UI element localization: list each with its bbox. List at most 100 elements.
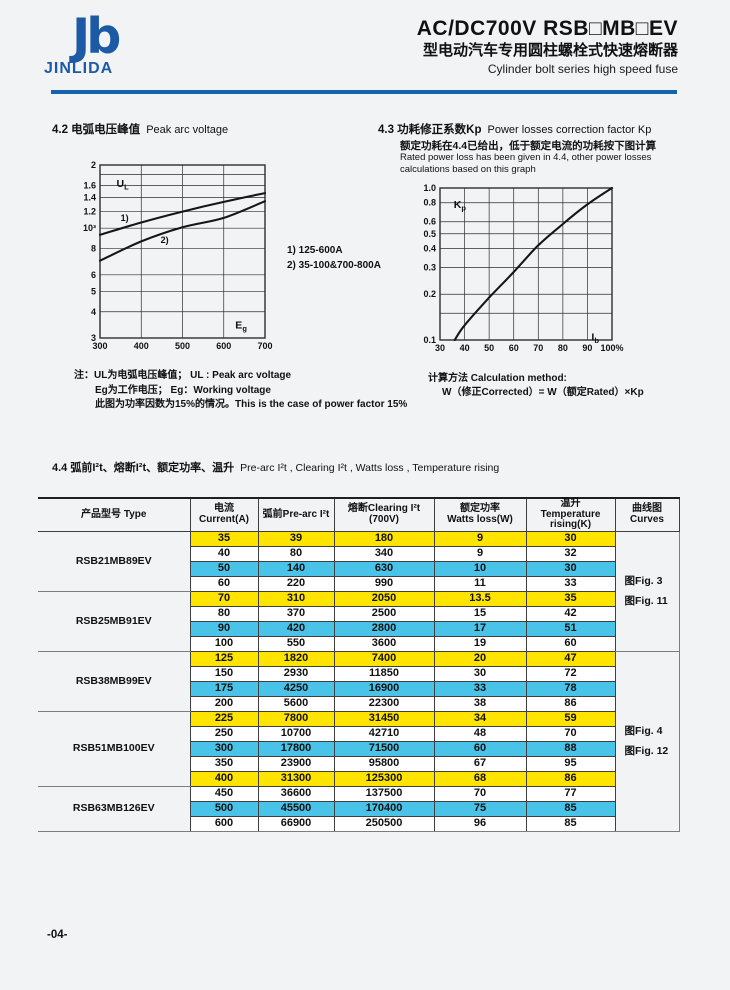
section-4-3-heading-en: Power losses correction factor Kp — [487, 124, 652, 136]
figure-reference: 图Fig. 12 — [624, 745, 669, 757]
table-cell: 60 — [525, 635, 616, 652]
svg-text:2: 2 — [91, 160, 96, 170]
table-cell: 35 — [189, 530, 259, 547]
table-cell: 10700 — [257, 725, 335, 742]
legend-line-2: 2) 35-100&700-800A — [287, 260, 381, 271]
table-row: RSB63MB126EV 450 36600 137500 70 77 — [38, 785, 679, 832]
curves-cell: 图Fig. 4 图Fig. 12 — [614, 650, 680, 832]
table-cell: 85 — [525, 800, 616, 817]
table-cell: 60 — [189, 575, 259, 592]
table-cell: 125300 — [333, 770, 435, 787]
table-cell: 30 — [433, 665, 527, 682]
svg-text:600: 600 — [216, 341, 231, 351]
table-cell: 86 — [525, 695, 616, 712]
table-row: RSB25MB91EV 70 310 2050 13.5 35 — [38, 590, 679, 652]
svg-text:Ib: Ib — [591, 331, 599, 345]
svg-text:5: 5 — [91, 286, 96, 296]
table-row: 500 45500 170400 75 85 — [38, 800, 679, 817]
logo-monogram: Jb — [69, 8, 119, 64]
table-cell: 67 — [433, 755, 527, 772]
peak-arc-voltage-chart: 300 400 500 600 700 2 1.6 1.4 1.2 10³ 8 6 5 4 3 1) 2) UL E… — [66, 159, 273, 360]
note-line-3: 此图为功率因数为15%的情况。This is the case of power… — [95, 399, 408, 410]
type-cell: RSB51MB100EV — [38, 710, 191, 787]
table-cell: 600 — [189, 815, 259, 832]
table-cell: 47 — [525, 650, 616, 667]
table-cell: 75 — [433, 800, 527, 817]
svg-text:1.4: 1.4 — [83, 193, 96, 203]
table-row: RSB21MB89EV 35 39 180 9 30 图Fig. 3 图Fig. 11 — [38, 530, 680, 652]
table-cell: 220 — [257, 575, 335, 592]
table-cell: 36600 — [257, 785, 335, 802]
table-cell: 7800 — [257, 710, 335, 727]
table-cell: 310 — [257, 590, 335, 607]
svg-text:80: 80 — [558, 343, 568, 353]
svg-text:60: 60 — [509, 343, 519, 353]
table-cell: 250500 — [333, 815, 435, 832]
table-row: 175 4250 16900 33 78 — [38, 680, 679, 697]
table-cell: 5600 — [257, 695, 335, 712]
logo-name: JINLIDA — [44, 60, 114, 77]
figure-reference: 图Fig. 3 — [624, 575, 663, 587]
table-cell: 17 — [433, 620, 527, 637]
table-cell: 88 — [525, 740, 616, 757]
note-line-1: 注：UL为电弧电压峰值； UL : Peak arc voltage — [74, 370, 292, 381]
svg-text:1.0: 1.0 — [423, 183, 436, 193]
svg-text:0.2: 0.2 — [423, 289, 436, 299]
section-4-2-heading: 4.2 电弧电压峰值 Peak arc voltage — [52, 121, 228, 137]
table-cell: 150 — [189, 665, 259, 682]
section-4-4-heading-zh: 4.4 弧前I²t、熔断I²t、额定功率、温升 — [52, 462, 235, 474]
table-row: 80 370 2500 15 42 — [38, 605, 679, 622]
table-cell: 10 — [433, 560, 527, 577]
column-header: 熔断Clearing I²t (700V) — [333, 497, 435, 532]
svg-text:300: 300 — [92, 341, 107, 351]
type-cell: RSB21MB89EV — [38, 530, 191, 592]
figure-reference: 图Fig. 4 — [624, 725, 663, 737]
calculation-method: 计算方法 Calculation method: W（修正Corrected）=… — [428, 372, 644, 400]
table-cell: 225 — [189, 710, 259, 727]
table-cell: 31450 — [333, 710, 435, 727]
table-cell: 300 — [189, 740, 259, 757]
table-cell: 1820 — [257, 650, 335, 667]
section-4-3-desc-en: Rated power loss has been given in 4.4, … — [400, 152, 652, 175]
calculation-method-title: 计算方法 Calculation method: — [428, 373, 567, 384]
table-cell: 7400 — [333, 650, 435, 667]
table-cell: 95800 — [333, 755, 435, 772]
table-cell: 15 — [433, 605, 527, 622]
table-cell: 38 — [433, 695, 527, 712]
page-title: AC/DC700V RSB□MB□EV — [416, 17, 678, 40]
svg-text:6: 6 — [91, 270, 96, 280]
svg-text:3: 3 — [91, 333, 96, 343]
svg-text:30: 30 — [435, 343, 445, 353]
section-4-3-heading: 4.3 功耗修正系数Kp Power losses correction fact… — [378, 121, 651, 137]
table-cell: 125 — [189, 650, 259, 667]
table-cell: 23900 — [257, 755, 335, 772]
table-cell: 370 — [257, 605, 335, 622]
table-cell: 70 — [433, 785, 527, 802]
svg-text:0.6: 0.6 — [423, 217, 436, 227]
svg-text:40: 40 — [460, 343, 470, 353]
table-cell: 48 — [433, 725, 527, 742]
column-header: 弧前Pre-arc I²t — [257, 497, 335, 532]
table-cell: 59 — [525, 710, 616, 727]
table-cell: 16900 — [333, 680, 435, 697]
table-cell: 35 — [525, 590, 616, 607]
table-cell: 45500 — [257, 800, 335, 817]
svg-text:1.2: 1.2 — [83, 207, 96, 217]
page-subtitle-zh: 型电动汽车专用圆柱螺栓式快速熔断器 — [422, 42, 678, 59]
svg-text:1.6: 1.6 — [83, 180, 96, 190]
table-cell: 500 — [189, 800, 259, 817]
svg-text:90: 90 — [582, 343, 592, 353]
table-cell: 72 — [525, 665, 616, 682]
table-cell: 13.5 — [433, 590, 527, 607]
table-cell: 11 — [433, 575, 527, 592]
table-cell: 20 — [433, 650, 527, 667]
table-cell: 2930 — [257, 665, 335, 682]
table-cell: 34 — [433, 710, 527, 727]
kp-correction-chart: 30 40 50 60 70 80 90 100% 1.0 0.8 0.6 0.5 0.4 0.3 0.2 0… — [406, 182, 623, 363]
svg-text:500: 500 — [175, 341, 190, 351]
table-cell: 42710 — [333, 725, 435, 742]
table-cell: 96 — [433, 815, 527, 832]
svg-text:2): 2) — [161, 235, 169, 245]
table-cell: 450 — [189, 785, 259, 802]
